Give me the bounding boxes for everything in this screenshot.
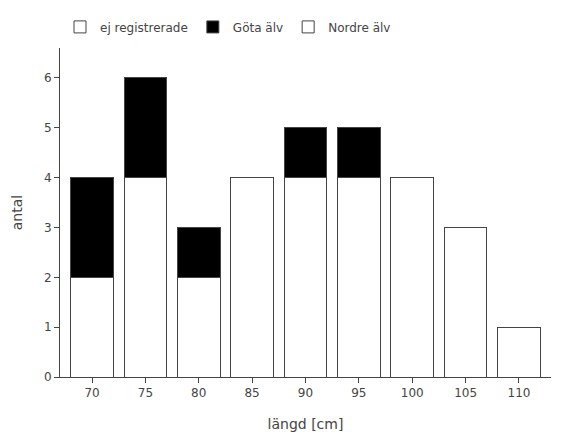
svg-text:ej registrerade: ej registrerade (100, 21, 188, 35)
svg-text:80: 80 (191, 386, 206, 400)
svg-text:6: 6 (44, 71, 52, 85)
svg-text:antal: antal (9, 195, 25, 230)
svg-text:2: 2 (44, 271, 52, 285)
svg-text:4: 4 (44, 171, 52, 185)
svg-text:70: 70 (84, 386, 99, 400)
svg-text:105: 105 (454, 386, 477, 400)
svg-text:längd [cm]: längd [cm] (268, 416, 344, 432)
svg-text:5: 5 (44, 121, 52, 135)
svg-text:1: 1 (44, 320, 52, 334)
svg-text:95: 95 (351, 386, 366, 400)
svg-text:0: 0 (44, 370, 52, 384)
svg-text:110: 110 (508, 386, 531, 400)
svg-text:Nordre älv: Nordre älv (328, 21, 390, 35)
svg-text:75: 75 (138, 386, 153, 400)
svg-text:100: 100 (401, 386, 424, 400)
svg-text:3: 3 (44, 221, 52, 235)
svg-text:90: 90 (298, 386, 313, 400)
svg-text:Göta älv: Göta älv (233, 21, 283, 35)
svg-text:85: 85 (244, 386, 259, 400)
